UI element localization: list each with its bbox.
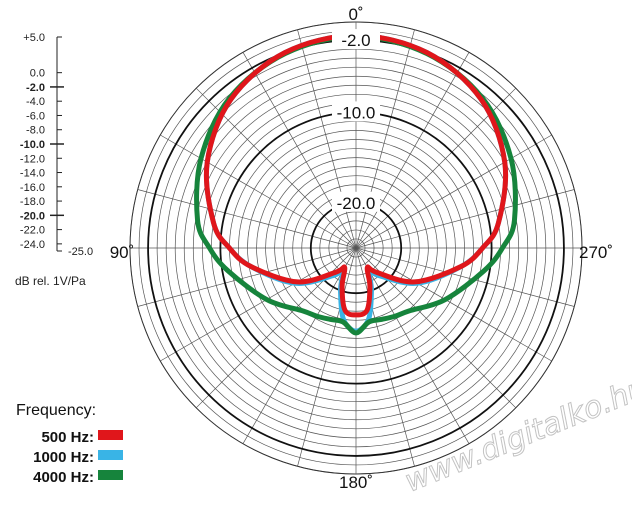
scale-tick-label: -18.0 xyxy=(20,196,45,208)
scale-tick-label: -14.0 xyxy=(20,168,45,180)
grid-spoke xyxy=(355,134,552,249)
db-scale-ticks: +5.0 0.0 -2.0 -4.0 -6.0 -8.0 -10.0 -12.0 -14.0 -1… xyxy=(20,32,93,258)
scale-tick-label: -10.0 xyxy=(20,139,45,151)
angle-label-0: 0˚ xyxy=(348,5,363,24)
scale-tick-label: -22.0 xyxy=(20,225,45,237)
grid-spoke xyxy=(160,247,357,362)
unit-label: dB rel. 1V/Pa xyxy=(15,274,86,288)
grid-spoke xyxy=(242,52,357,249)
grid-spoke xyxy=(137,189,357,249)
db-scale: +5.0 0.0 -2.0 -4.0 -6.0 -8.0 -10.0 -12.0 -14.0 -1… xyxy=(15,32,93,288)
legend-swatch xyxy=(98,430,123,440)
angle-labels: 0˚ 90˚ 180˚ 270˚ xyxy=(110,5,613,492)
ring-label: -10.0 xyxy=(337,103,376,122)
angle-label-270: 270˚ xyxy=(579,243,613,262)
ring-label-bg xyxy=(332,29,380,50)
grid-spoke xyxy=(160,134,357,249)
grid-spoke xyxy=(355,52,470,249)
grid-spoke xyxy=(355,247,552,362)
ring-label-bg xyxy=(332,101,380,122)
watermark: www.digitalko.hu xyxy=(400,370,632,499)
legend-title: Frequency: xyxy=(16,402,96,419)
legend-swatch xyxy=(98,450,123,460)
legend-swatch xyxy=(98,470,123,480)
polar-grid xyxy=(129,21,583,475)
ring-label: -2.0 xyxy=(341,31,370,50)
ring-label: -20.0 xyxy=(337,194,376,213)
grid-spoke xyxy=(242,247,357,444)
grid-spoke xyxy=(355,247,575,307)
grid-spoke xyxy=(355,189,575,249)
grid-spoke xyxy=(355,29,415,249)
scale-tick-label: -20.0 xyxy=(20,210,45,222)
polar-curves xyxy=(194,33,518,336)
angle-label-180: 180˚ xyxy=(339,473,373,492)
angle-label-90: 90˚ xyxy=(110,243,135,262)
scale-tick-label: -12.0 xyxy=(20,153,45,165)
grid-spoke xyxy=(137,247,357,307)
legend-entries: 500 Hz: 1000 Hz: 4000 Hz: xyxy=(33,429,123,486)
scale-tick-label: -25.0 xyxy=(68,246,93,258)
series-curve-1 xyxy=(194,33,518,336)
legend: Frequency: 500 Hz: 1000 Hz: 4000 Hz: xyxy=(16,402,123,486)
scale-tick-label: -8.0 xyxy=(26,125,45,137)
scale-tick-label: -2.0 xyxy=(26,82,45,94)
scale-tick-label: -6.0 xyxy=(26,110,45,122)
scale-tick-label: 0.0 xyxy=(30,68,45,80)
ring-label-bg xyxy=(332,191,380,212)
grid-spoke xyxy=(297,29,357,249)
scale-tick-label: -4.0 xyxy=(26,96,45,108)
legend-label: 4000 Hz: xyxy=(33,469,94,486)
legend-label: 500 Hz: xyxy=(41,429,94,446)
series-curve-2 xyxy=(203,33,509,318)
grid-spoke xyxy=(355,247,415,467)
grid-spoke xyxy=(355,247,470,444)
grid-spoke xyxy=(297,247,357,467)
scale-tick-label: -24.0 xyxy=(20,239,45,251)
ring-labels: -2.0 -10.0 -20.0 xyxy=(332,29,380,213)
legend-label: 1000 Hz: xyxy=(33,449,94,466)
scale-tick-label: -16.0 xyxy=(20,182,45,194)
scale-tick-label: +5.0 xyxy=(23,32,45,44)
